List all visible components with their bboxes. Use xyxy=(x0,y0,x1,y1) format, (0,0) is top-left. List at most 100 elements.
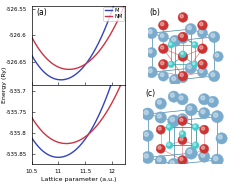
Circle shape xyxy=(185,23,196,35)
Circle shape xyxy=(193,62,195,65)
Circle shape xyxy=(200,125,209,134)
NM xyxy=(98,50,101,52)
Circle shape xyxy=(180,34,183,37)
Circle shape xyxy=(200,30,203,34)
NM xyxy=(67,68,70,70)
Circle shape xyxy=(193,143,196,146)
M xyxy=(98,40,101,43)
Text: Energy (Ry): Energy (Ry) xyxy=(2,67,7,103)
Circle shape xyxy=(144,132,148,136)
Circle shape xyxy=(208,70,220,82)
Circle shape xyxy=(178,136,187,145)
Circle shape xyxy=(191,61,198,68)
M xyxy=(30,54,33,56)
Text: (b): (b) xyxy=(149,8,160,17)
Circle shape xyxy=(160,73,164,77)
Circle shape xyxy=(181,52,183,54)
Circle shape xyxy=(146,67,157,78)
M xyxy=(59,79,62,81)
Circle shape xyxy=(185,147,197,159)
Circle shape xyxy=(168,115,180,127)
Circle shape xyxy=(147,47,157,58)
Circle shape xyxy=(158,127,161,130)
Circle shape xyxy=(211,34,215,37)
Circle shape xyxy=(201,127,205,130)
Circle shape xyxy=(218,135,222,139)
Circle shape xyxy=(169,74,181,86)
Circle shape xyxy=(179,96,183,100)
Circle shape xyxy=(180,157,183,160)
Circle shape xyxy=(199,94,210,105)
Circle shape xyxy=(158,20,168,30)
Line: M: M xyxy=(32,0,125,80)
Circle shape xyxy=(200,69,203,73)
Circle shape xyxy=(208,31,220,43)
Circle shape xyxy=(155,112,166,123)
Circle shape xyxy=(200,22,203,26)
Circle shape xyxy=(157,114,161,118)
Circle shape xyxy=(156,144,165,153)
Circle shape xyxy=(179,116,183,120)
Circle shape xyxy=(214,156,218,161)
Text: (c): (c) xyxy=(145,89,155,98)
Circle shape xyxy=(166,142,173,149)
Circle shape xyxy=(169,43,172,45)
NM xyxy=(98,49,101,51)
Circle shape xyxy=(146,27,157,39)
Circle shape xyxy=(168,42,174,48)
Circle shape xyxy=(178,32,188,42)
Circle shape xyxy=(201,96,205,100)
Circle shape xyxy=(157,100,161,104)
Circle shape xyxy=(167,125,170,127)
Circle shape xyxy=(142,130,153,141)
Circle shape xyxy=(201,110,205,114)
Circle shape xyxy=(167,143,170,146)
Circle shape xyxy=(193,125,196,127)
Circle shape xyxy=(178,116,187,125)
Circle shape xyxy=(200,144,209,153)
M xyxy=(89,56,92,58)
Circle shape xyxy=(213,51,223,62)
Circle shape xyxy=(188,106,192,110)
Circle shape xyxy=(160,34,164,37)
Circle shape xyxy=(192,124,199,131)
Circle shape xyxy=(211,111,223,123)
NM xyxy=(41,53,44,55)
Circle shape xyxy=(179,158,183,162)
Circle shape xyxy=(160,61,164,65)
X-axis label: Lattice parameter (a.u.): Lattice parameter (a.u.) xyxy=(41,177,116,182)
Circle shape xyxy=(169,35,181,46)
Circle shape xyxy=(158,146,161,149)
Circle shape xyxy=(148,69,152,73)
Circle shape xyxy=(172,37,176,41)
Circle shape xyxy=(180,137,183,141)
NM xyxy=(61,67,63,70)
Circle shape xyxy=(198,60,207,69)
Circle shape xyxy=(180,54,183,57)
Text: (a): (a) xyxy=(36,8,47,17)
Circle shape xyxy=(187,26,191,30)
Circle shape xyxy=(197,28,208,38)
Circle shape xyxy=(178,12,188,22)
Circle shape xyxy=(180,36,183,39)
Circle shape xyxy=(168,91,179,102)
Circle shape xyxy=(158,32,168,42)
Circle shape xyxy=(198,20,207,30)
Circle shape xyxy=(185,104,197,116)
NM xyxy=(124,3,127,5)
Circle shape xyxy=(178,33,188,44)
Circle shape xyxy=(185,63,196,74)
Circle shape xyxy=(211,73,215,77)
Circle shape xyxy=(211,154,223,166)
Circle shape xyxy=(160,22,164,26)
Circle shape xyxy=(155,155,166,167)
Circle shape xyxy=(158,71,168,81)
Circle shape xyxy=(166,124,173,131)
Circle shape xyxy=(168,158,180,170)
Circle shape xyxy=(170,117,174,122)
Circle shape xyxy=(193,43,195,45)
Circle shape xyxy=(180,51,186,57)
Circle shape xyxy=(144,110,148,115)
Circle shape xyxy=(180,73,183,77)
M xyxy=(98,39,101,42)
